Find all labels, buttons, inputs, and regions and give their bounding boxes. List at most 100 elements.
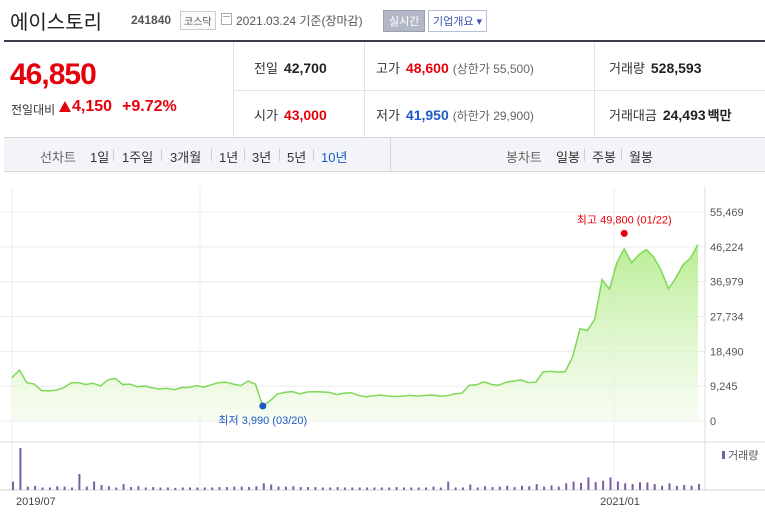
volume-bar xyxy=(528,486,531,490)
y-axis: 55,469 46,224 36,979 27,734 18,490 9,245 0 xyxy=(710,207,744,428)
stock-name: 에이스토리 xyxy=(10,12,102,34)
volume-bar xyxy=(41,487,44,490)
volume-legend-swatch xyxy=(722,451,725,459)
max-annotation: 최고 49,800 (01/22) xyxy=(577,213,672,226)
volume-bar xyxy=(329,487,332,490)
prev-close-label: 전일 xyxy=(254,61,278,76)
volume-bar xyxy=(402,487,405,490)
tab-divider xyxy=(244,149,245,161)
volume-bar xyxy=(491,487,494,490)
header-divider xyxy=(4,40,765,42)
tab-divider xyxy=(161,149,162,161)
volume-bar xyxy=(225,487,228,490)
tab-3y[interactable]: 3년 xyxy=(252,150,272,165)
chart-tab-bar: 선차트 1일 1주일 3개월 1년 3년 5년 10년 봉차트 일봉 주봉 월봉 xyxy=(4,138,765,172)
volume-bar xyxy=(299,487,302,490)
volume-bar xyxy=(580,482,582,490)
realtime-button[interactable]: 실시간 xyxy=(383,10,426,32)
min-annotation: 최저 3,990 (03/20) xyxy=(218,414,307,427)
volume-bar xyxy=(93,481,96,490)
volume-bar xyxy=(484,486,487,490)
tab-divider xyxy=(584,149,585,161)
volume-bar xyxy=(284,486,287,490)
volume-bar xyxy=(351,487,354,490)
volume-bar xyxy=(698,484,700,490)
volume-bar xyxy=(63,486,66,490)
volume-bar xyxy=(410,487,413,490)
change-percent: +9.72% xyxy=(122,98,177,115)
tab-5y[interactable]: 5년 xyxy=(287,150,307,165)
tab-divider xyxy=(313,149,314,161)
base-date: 2021.03.24 기준(장마감) xyxy=(236,14,363,28)
volume-bar xyxy=(506,485,509,490)
volume-bar xyxy=(19,448,22,490)
volume-bar xyxy=(565,483,568,490)
volume-bar xyxy=(476,487,479,490)
max-point-marker xyxy=(620,229,628,237)
volume-bar xyxy=(668,483,671,490)
volume-cell: 거래량 528,593 xyxy=(609,58,702,77)
volume-bar xyxy=(34,485,37,490)
volume-bar xyxy=(373,487,376,490)
stock-code: 241840 xyxy=(131,13,172,27)
min-point-marker xyxy=(259,402,267,410)
current-price: 46,850 xyxy=(10,58,97,91)
volume-bar xyxy=(137,486,140,490)
tab-1d[interactable]: 1일 xyxy=(90,150,110,165)
volume-bar xyxy=(262,483,265,490)
y-tick-label: 27,734 xyxy=(710,312,744,324)
high-label: 고가 xyxy=(376,61,400,76)
volume-bar xyxy=(130,487,132,490)
amount-cell: 거래대금 24,493 백만 xyxy=(609,105,732,124)
open-value: 43,000 xyxy=(283,107,327,123)
volume-bar xyxy=(447,481,450,490)
volume-bar xyxy=(454,487,457,490)
amount-value: 24,493 xyxy=(662,107,706,123)
volume-bar xyxy=(71,487,73,490)
volume-bar xyxy=(388,487,391,490)
x-tick-label: 2021/01 xyxy=(600,496,640,508)
volume-bar xyxy=(26,486,29,490)
stock-header: 에이스토리 241840 코스닥 2021.03.24 기준(장마감) 실시간 … xyxy=(0,0,765,40)
volume-bar xyxy=(462,487,464,490)
volume-bar xyxy=(56,486,59,490)
company-overview-dropdown[interactable]: 기업개요 ▾ xyxy=(428,10,488,32)
divider xyxy=(234,90,765,91)
line-chart-label: 선차트 xyxy=(40,150,76,165)
volume-bar xyxy=(646,482,649,490)
volume-bar xyxy=(594,482,597,490)
high-cell: 고가 48,600 (상한가 55,500) xyxy=(376,58,534,77)
volume-bar xyxy=(616,481,619,490)
y-tick-label: 18,490 xyxy=(710,346,744,358)
tab-10y[interactable]: 10년 xyxy=(321,150,348,165)
volume-bar xyxy=(181,487,184,490)
tab-1y[interactable]: 1년 xyxy=(219,150,239,165)
volume-bar xyxy=(358,487,361,490)
volume-bar xyxy=(543,486,546,490)
volume-bar xyxy=(631,484,634,490)
y-tick-label: 36,979 xyxy=(710,277,744,289)
tab-weekly[interactable]: 주봉 xyxy=(592,150,616,165)
volume-bar xyxy=(159,487,162,490)
high-value: 48,600 xyxy=(405,60,449,76)
low-cell: 저가 41,950 (하한가 29,900) xyxy=(376,105,534,124)
price-area xyxy=(11,244,699,421)
volume-bar xyxy=(85,486,88,490)
low-value: 41,950 xyxy=(405,107,449,123)
volume-value: 528,593 xyxy=(650,60,702,76)
tab-3m[interactable]: 3개월 xyxy=(170,150,202,165)
volume-bar xyxy=(587,477,590,490)
tab-monthly[interactable]: 월봉 xyxy=(629,150,653,165)
volume-bar xyxy=(653,484,656,490)
low-label: 저가 xyxy=(376,108,400,123)
price-summary: 46,850 전일대비 4,150 +9.72% 전일 42,700 고가 48,6… xyxy=(4,42,765,138)
market-badge: 코스닥 xyxy=(180,11,216,30)
price-chart[interactable]: 55,469 46,224 36,979 27,734 18,490 9,245 0 201… xyxy=(0,172,765,523)
tab-1w[interactable]: 1주일 xyxy=(122,150,154,165)
volume-bar xyxy=(343,487,346,490)
tab-daily[interactable]: 일봉 xyxy=(556,150,580,165)
volume-bar xyxy=(609,477,612,490)
volume-bar xyxy=(439,487,442,490)
volume-label: 거래량 xyxy=(609,61,645,76)
volume-bar xyxy=(78,474,81,490)
